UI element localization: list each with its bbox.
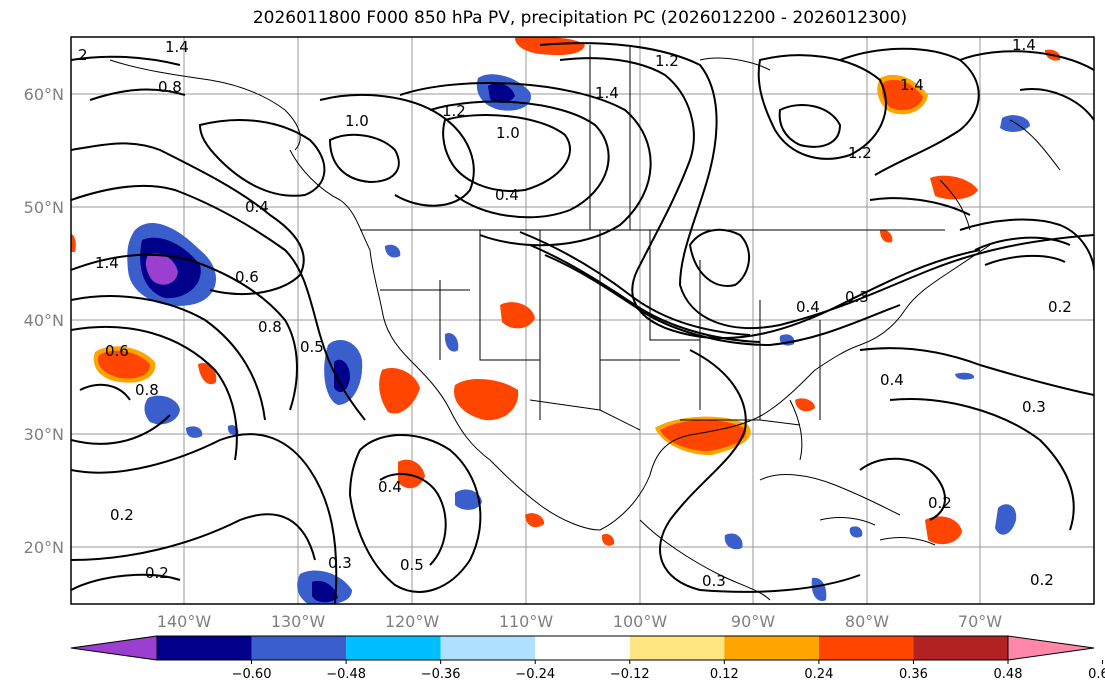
- contour-label: 1.2: [848, 144, 872, 162]
- lon-tick-label: 110°W: [499, 612, 554, 631]
- colorbar-tick-label: 0.36: [899, 667, 928, 682]
- colorbar-extend-low: [70, 635, 158, 661]
- contour-label: 0.5: [400, 556, 424, 574]
- lon-tick-label: 130°W: [271, 612, 326, 631]
- colorbar-bin: [440, 636, 536, 660]
- colorbar-bin: [818, 636, 914, 660]
- contour-label: 1.2: [442, 102, 466, 120]
- pv-contours: [71, 42, 1094, 604]
- colorbar-bin: [629, 636, 725, 660]
- colorbar-bin: [346, 636, 441, 660]
- contour-label: 0.4: [796, 298, 820, 316]
- contour-label: 1.4: [165, 38, 189, 56]
- contour-label: 0.8: [258, 318, 282, 336]
- lon-tick-label: 100°W: [613, 612, 668, 631]
- contour-label: 0.2: [1030, 571, 1054, 589]
- colorbar-tick-label: 0.60: [1088, 667, 1105, 682]
- contour-label: 0.8: [158, 78, 182, 96]
- map-frame: [70, 36, 1095, 605]
- colorbar-tick-label: −0.24: [515, 667, 555, 682]
- contour-label: 0.2: [1048, 298, 1072, 316]
- contour-label: 0.3: [328, 554, 352, 572]
- lat-tick-label: 40°N: [24, 311, 64, 330]
- colorbar-tick-label: 0.48: [994, 667, 1023, 682]
- coastlines: [109, 45, 1061, 601]
- colorbar-tick-label: 0.24: [804, 667, 833, 682]
- contour-label: 0.4: [495, 186, 519, 204]
- lat-tick-label: 60°N: [24, 85, 64, 104]
- colorbar-bin: [724, 636, 819, 660]
- contour-label: 1.0: [345, 112, 369, 130]
- lon-tick-label: 140°W: [157, 612, 212, 631]
- longitude-labels: 140°W 130°W 120°W 110°W 100°W 90°W 80°W …: [157, 612, 1002, 631]
- colorbar-bin: [913, 636, 1008, 660]
- contour-label: 1.4: [900, 76, 924, 94]
- colorbar: −0.60 −0.48 −0.36 −0.24 −0.12 0.12 0.24 0.36 0.4…: [70, 635, 1105, 682]
- contour-label: 0.2: [110, 506, 134, 524]
- contour-label: 0.6: [235, 268, 259, 286]
- contour-label: 0.3: [845, 288, 869, 306]
- contour-label: 0.2: [145, 564, 169, 582]
- lat-tick-label: 30°N: [24, 425, 64, 444]
- lon-tick-label: 70°W: [958, 612, 1002, 631]
- contour-label: 1.0: [496, 124, 520, 142]
- contour-label: 0.4: [245, 198, 269, 216]
- contour-label: 0.5: [300, 338, 324, 356]
- colorbar-bin: [535, 636, 630, 660]
- contour-labels: 2 1.4 0.8 1.0 1.2 1.0 1.2 1.4 1.4 1.4 1.…: [78, 36, 1072, 590]
- colorbar-extend-high: [1007, 635, 1095, 661]
- colorbar-outline: [156, 635, 1009, 661]
- colorbar-tick-label: −0.48: [326, 667, 366, 682]
- lon-tick-label: 90°W: [731, 612, 775, 631]
- contour-label: 1.4: [95, 254, 119, 272]
- colorbar-tick-label: −0.36: [421, 667, 461, 682]
- lon-tick-label: 120°W: [385, 612, 440, 631]
- colorbar-tick-label: −0.60: [232, 667, 272, 682]
- lat-tick-label: 50°N: [24, 198, 64, 217]
- contour-label: 0.3: [702, 572, 726, 590]
- colorbar-bin: [251, 636, 347, 660]
- contour-label: 0.2: [928, 494, 952, 512]
- colorbar-tick-label: 0.12: [710, 667, 739, 682]
- contour-label: 0.4: [880, 371, 904, 389]
- contour-label: 2: [78, 46, 88, 64]
- contour-label: 1.4: [595, 84, 619, 102]
- map-title: 2026011800 F000 850 hPa PV, precipitatio…: [252, 8, 908, 28]
- contour-label: 0.4: [378, 478, 402, 496]
- latitude-labels: 60°N 50°N 40°N 30°N 20°N: [24, 85, 64, 557]
- lat-tick-label: 20°N: [24, 538, 64, 557]
- contour-label: 0.3: [1022, 398, 1046, 416]
- contour-label: 1.2: [655, 52, 679, 70]
- contour-label: 0.6: [105, 342, 129, 360]
- contour-label: 0.8: [135, 381, 159, 399]
- colorbar-tick-label: −0.12: [610, 667, 650, 682]
- contour-label: 1.4: [1012, 36, 1036, 54]
- lon-tick-label: 80°W: [845, 612, 889, 631]
- colorbar-bin: [157, 636, 252, 660]
